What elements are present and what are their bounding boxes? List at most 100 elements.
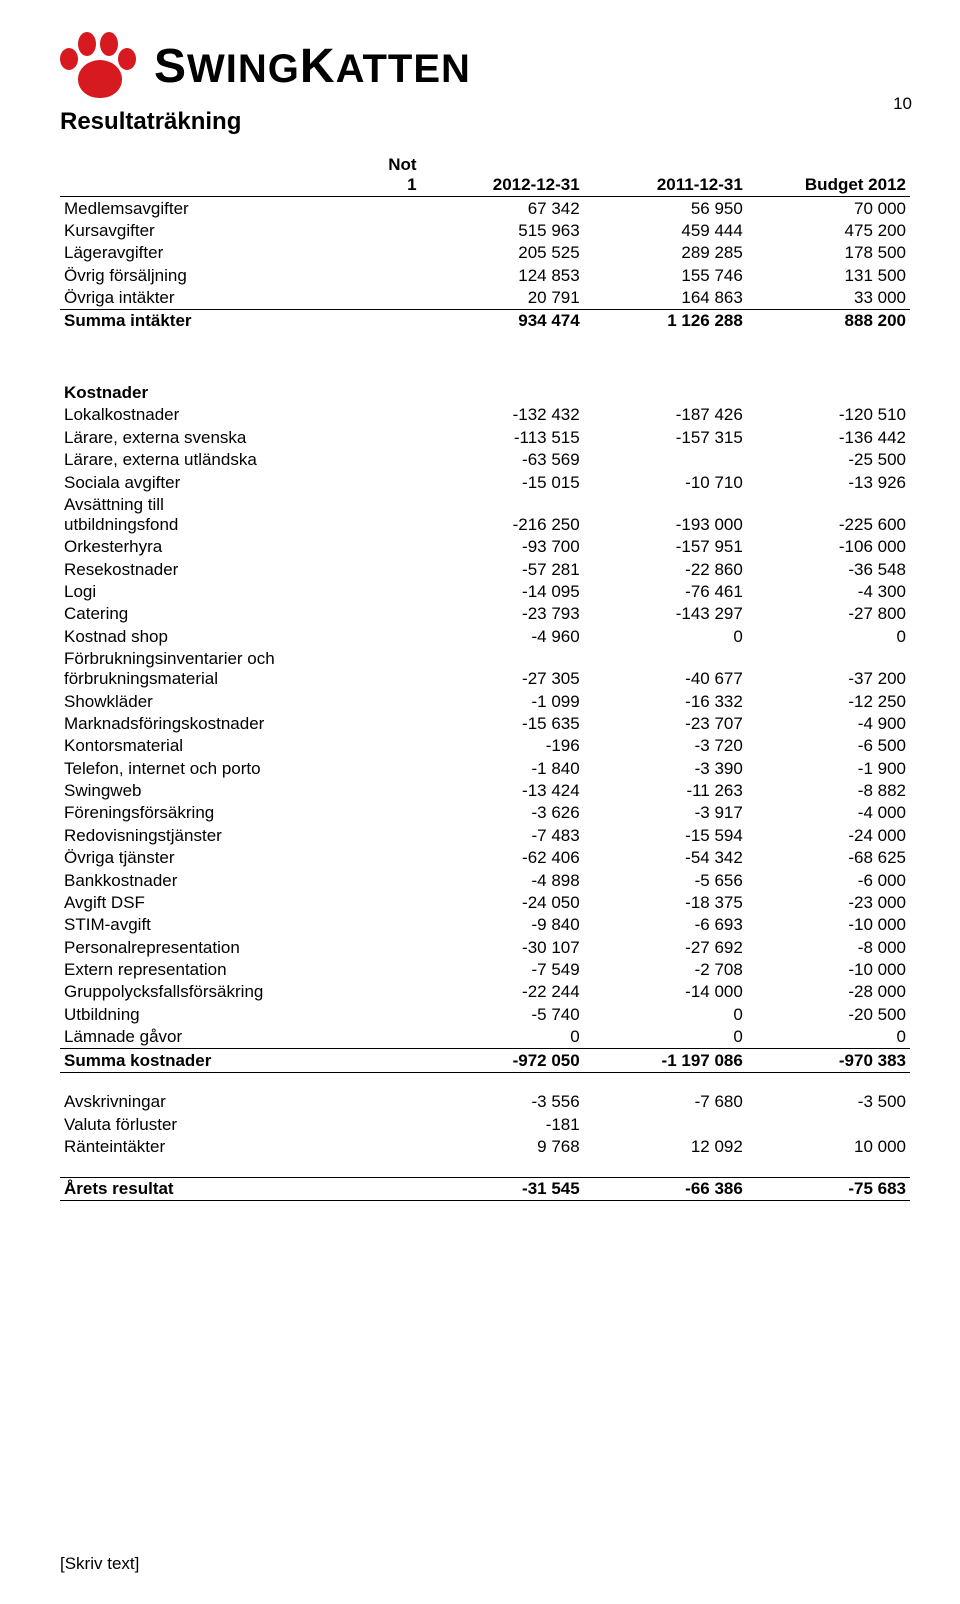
row-value: -1 840 [421, 757, 584, 779]
row-value: -6 693 [584, 914, 747, 936]
row-label: Redovisningstjänster [60, 825, 421, 847]
table-row: Avgift DSF-24 050-18 375-23 000 [60, 892, 910, 914]
row-value: -11 263 [584, 780, 747, 802]
row-label: Valuta förluster [60, 1113, 421, 1135]
row-value: -15 015 [421, 471, 584, 493]
row-label: Övriga intäkter [60, 287, 421, 310]
row-value: -76 461 [584, 581, 747, 603]
table-row: Kursavgifter515 963459 444475 200 [60, 220, 910, 242]
row-value: -93 700 [421, 536, 584, 558]
row-value: -9 840 [421, 914, 584, 936]
row-value: -68 625 [747, 847, 910, 869]
row-label: Avskrivningar [60, 1091, 421, 1113]
logo: SWINGKATTEN [60, 30, 910, 102]
row-value: -4 898 [421, 869, 584, 891]
row-value: -25 500 [747, 449, 910, 471]
table-row: Summa intäkter934 4741 126 288888 200 [60, 310, 910, 333]
row-label: Bankkostnader [60, 869, 421, 891]
row-value: -20 500 [747, 1004, 910, 1026]
row-value: 205 525 [421, 242, 584, 264]
table-row: Telefon, internet och porto-1 840-3 390-… [60, 757, 910, 779]
costs-header: Kostnader [60, 365, 910, 404]
table-row: Övrig försäljning124 853155 746131 500 [60, 265, 910, 287]
row-label: Utbildning [60, 1004, 421, 1026]
table-row: STIM-avgift-9 840-6 693-10 000 [60, 914, 910, 936]
income-statement-table: Not 1 2012-12-31 2011-12-31 Budget 2012 … [60, 154, 910, 1201]
row-value: -10 000 [747, 914, 910, 936]
row-value: -6 000 [747, 869, 910, 891]
row-label: Marknadsföringskostnader [60, 713, 421, 735]
row-value: -54 342 [584, 847, 747, 869]
row-label: Medlemsavgifter [60, 197, 421, 220]
row-value: -157 315 [584, 427, 747, 449]
row-value: -27 305 [421, 648, 584, 690]
table-row: Marknadsföringskostnader-15 635-23 707-4… [60, 713, 910, 735]
row-value: -14 095 [421, 581, 584, 603]
row-value: -196 [421, 735, 584, 757]
row-label: Lokalkostnader [60, 404, 421, 426]
row-label: Avsättning till utbildningsfond [60, 494, 421, 536]
row-label: Gruppolycksfallsförsäkring [60, 981, 421, 1003]
row-label: Lämnade gåvor [60, 1026, 421, 1049]
row-value: -8 882 [747, 780, 910, 802]
costs-header-row: Kostnader [60, 365, 910, 404]
row-value: 0 [584, 1004, 747, 1026]
table-row: Kostnad shop-4 96000 [60, 626, 910, 648]
row-label: Summa kostnader [60, 1049, 421, 1072]
row-value: -4 900 [747, 713, 910, 735]
row-value: -132 432 [421, 404, 584, 426]
row-label: Lägeravgifter [60, 242, 421, 264]
table-row: Föreningsförsäkring-3 626-3 917-4 000 [60, 802, 910, 824]
table-row: Resekostnader-57 281-22 860-36 548 [60, 558, 910, 580]
row-value: 1 126 288 [584, 310, 747, 333]
table-row: Catering-23 793-143 297-27 800 [60, 603, 910, 625]
row-value: 475 200 [747, 220, 910, 242]
row-label: Lärare, externa utländska [60, 449, 421, 471]
row-label: Övrig försäljning [60, 265, 421, 287]
row-value: -3 556 [421, 1091, 584, 1113]
row-value: 9 768 [421, 1136, 584, 1158]
row-value: -113 515 [421, 427, 584, 449]
row-value: -1 900 [747, 757, 910, 779]
row-value: 515 963 [421, 220, 584, 242]
table-row: Orkesterhyra-93 700-157 951-106 000 [60, 536, 910, 558]
row-value: 67 342 [421, 197, 584, 220]
header-col-2011: 2011-12-31 [584, 154, 747, 197]
row-value: -187 426 [584, 404, 747, 426]
table-row: Sociala avgifter-15 015-10 710-13 926 [60, 471, 910, 493]
row-value: -7 680 [584, 1091, 747, 1113]
table-header-row: Not 1 2012-12-31 2011-12-31 Budget 2012 [60, 154, 910, 197]
row-value: -13 424 [421, 780, 584, 802]
row-value: 289 285 [584, 242, 747, 264]
row-label: Showkläder [60, 690, 421, 712]
logo-text: SWINGKATTEN [154, 39, 471, 94]
row-value: 10 000 [747, 1136, 910, 1158]
row-value: -216 250 [421, 494, 584, 536]
row-value: -2 708 [584, 959, 747, 981]
row-value: 888 200 [747, 310, 910, 333]
page-title: Resultaträkning [60, 108, 910, 136]
table-row: Kontorsmaterial-196-3 720-6 500 [60, 735, 910, 757]
row-value: 0 [747, 1026, 910, 1049]
table-row: Övriga tjänster-62 406-54 342-68 625 [60, 847, 910, 869]
row-value: -62 406 [421, 847, 584, 869]
row-value: -225 600 [747, 494, 910, 536]
row-value: 0 [584, 1026, 747, 1049]
row-label: Resekostnader [60, 558, 421, 580]
header-col-budget: Budget 2012 [747, 154, 910, 197]
table-row: Valuta förluster-181 [60, 1113, 910, 1135]
row-label: Swingweb [60, 780, 421, 802]
row-label: Orkesterhyra [60, 536, 421, 558]
table-row: Logi-14 095-76 461-4 300 [60, 581, 910, 603]
paw-icon [60, 30, 140, 102]
row-value: -23 793 [421, 603, 584, 625]
table-row: Showkläder-1 099-16 332-12 250 [60, 690, 910, 712]
row-value: -1 099 [421, 690, 584, 712]
row-label: Årets resultat [60, 1177, 421, 1200]
table-row: Personalrepresentation-30 107-27 692-8 0… [60, 936, 910, 958]
table-row: Bankkostnader-4 898-5 656-6 000 [60, 869, 910, 891]
row-value: -972 050 [421, 1049, 584, 1072]
table-row: Gruppolycksfallsförsäkring-22 244-14 000… [60, 981, 910, 1003]
table-row: Lokalkostnader-132 432-187 426-120 510 [60, 404, 910, 426]
row-value: 0 [421, 1026, 584, 1049]
